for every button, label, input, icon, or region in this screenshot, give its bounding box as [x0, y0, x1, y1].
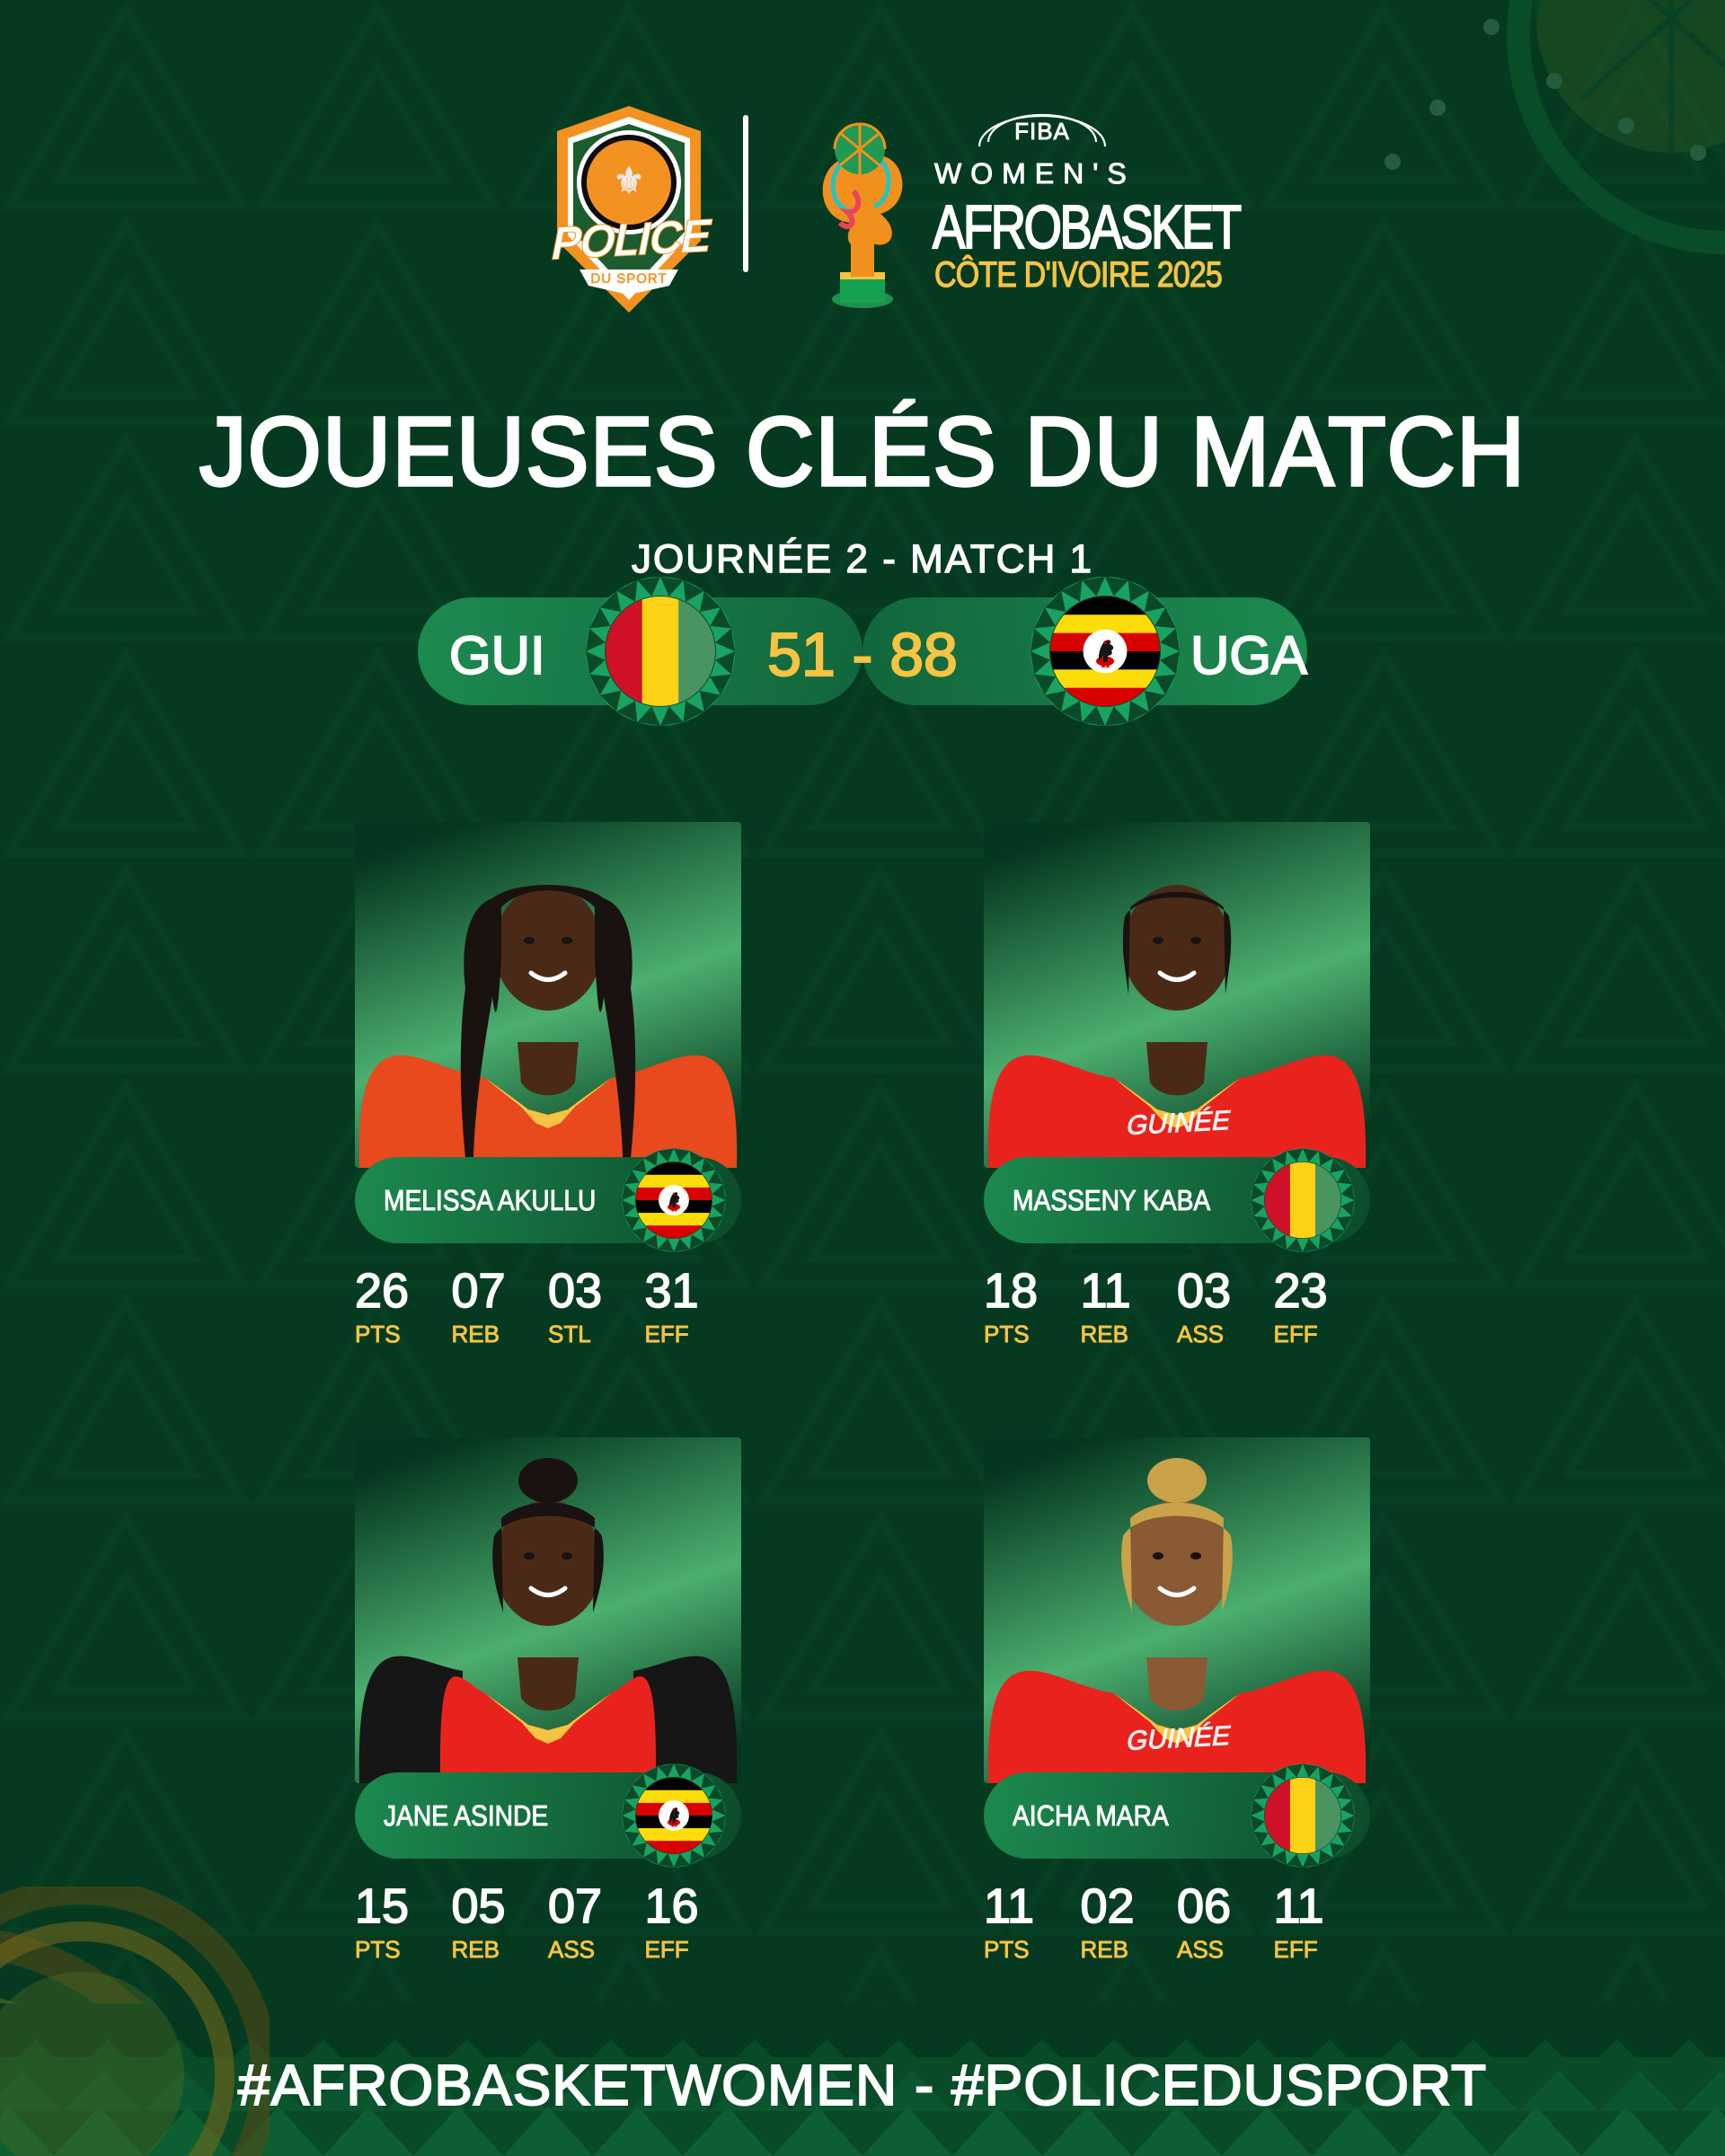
- svg-text:POLICE: POLICE: [548, 212, 714, 269]
- svg-text:GUINÉE: GUINÉE: [1124, 1720, 1233, 1756]
- svg-text:FIBA: FIBA: [1014, 118, 1070, 145]
- svg-text:DU SPORT: DU SPORT: [590, 271, 667, 287]
- svg-text:⚜: ⚜: [613, 162, 645, 201]
- svg-text:GUINÉE: GUINÉE: [1124, 1105, 1233, 1141]
